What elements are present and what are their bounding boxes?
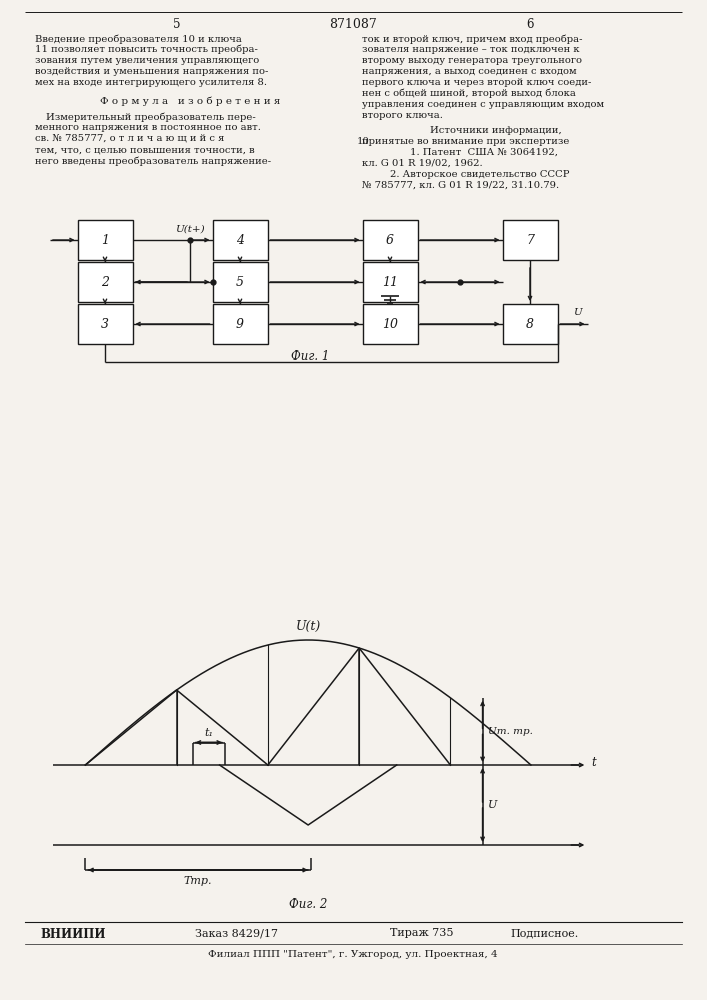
Text: зователя напряжение – ток подключен к: зователя напряжение – ток подключен к xyxy=(362,45,580,54)
Text: него введены преобразователь напряжение-: него введены преобразователь напряжение- xyxy=(35,156,271,165)
Text: U(t): U(t) xyxy=(296,619,321,633)
Bar xyxy=(78,220,132,260)
Text: зования путем увеличения управляющего: зования путем увеличения управляющего xyxy=(35,56,259,65)
Text: 10: 10 xyxy=(382,318,398,330)
Text: второго ключа.: второго ключа. xyxy=(362,111,443,120)
Text: U: U xyxy=(573,308,582,317)
Text: 1: 1 xyxy=(101,233,109,246)
Text: 3: 3 xyxy=(101,318,109,330)
Text: U: U xyxy=(488,800,497,810)
Text: принятые во внимание при экспертизе: принятые во внимание при экспертизе xyxy=(362,137,569,146)
Text: 5: 5 xyxy=(236,275,244,288)
Text: управления соединен с управляющим входом: управления соединен с управляющим входом xyxy=(362,100,604,109)
Text: t: t xyxy=(591,756,596,769)
Bar xyxy=(213,262,267,302)
Bar xyxy=(503,304,558,344)
Text: тем, что, с целью повышения точности, в: тем, что, с целью повышения точности, в xyxy=(35,145,255,154)
Text: 8: 8 xyxy=(526,318,534,330)
Text: первого ключа и через второй ключ соеди-: первого ключа и через второй ключ соеди- xyxy=(362,78,591,87)
Text: t₁: t₁ xyxy=(204,728,214,738)
Bar xyxy=(363,220,418,260)
Text: U(t+): U(t+) xyxy=(175,225,205,234)
Text: 9: 9 xyxy=(236,318,244,330)
Text: 11 позволяет повысить точность преобра-: 11 позволяет повысить точность преобра- xyxy=(35,45,258,54)
Text: Введение преобразователя 10 и ключа: Введение преобразователя 10 и ключа xyxy=(35,34,242,43)
Text: № 785777, кл. G 01 R 19/22, 31.10.79.: № 785777, кл. G 01 R 19/22, 31.10.79. xyxy=(362,181,559,190)
Bar xyxy=(363,304,418,344)
Text: Фиг. 2: Фиг. 2 xyxy=(289,898,327,911)
Text: 5: 5 xyxy=(173,18,181,31)
Text: 871087: 871087 xyxy=(329,18,377,31)
Text: 6: 6 xyxy=(386,233,394,246)
Text: 7: 7 xyxy=(526,233,534,246)
Text: Ф о р м у л а   и з о б р е т е н и я: Ф о р м у л а и з о б р е т е н и я xyxy=(100,96,281,105)
Text: Филиал ППП "Патент", г. Ужгород, ул. Проектная, 4: Филиал ППП "Патент", г. Ужгород, ул. Про… xyxy=(208,950,498,959)
Text: Фиг. 1: Фиг. 1 xyxy=(291,350,329,363)
Text: воздействия и уменьшения напряжения по-: воздействия и уменьшения напряжения по- xyxy=(35,67,269,76)
Text: 10: 10 xyxy=(357,137,370,146)
Text: 6: 6 xyxy=(526,18,534,31)
Text: св. № 785777, о т л и ч а ю щ и й с я: св. № 785777, о т л и ч а ю щ и й с я xyxy=(35,134,224,143)
Text: нен с общей шиной, второй выход блока: нен с общей шиной, второй выход блока xyxy=(362,89,576,99)
Text: ток и второй ключ, причем вход преобра-: ток и второй ключ, причем вход преобра- xyxy=(362,34,583,43)
Text: 2. Авторское свидетельство СССР: 2. Авторское свидетельство СССР xyxy=(390,170,570,179)
Bar xyxy=(213,220,267,260)
Text: менного напряжения в постоянное по авт.: менного напряжения в постоянное по авт. xyxy=(35,123,261,132)
Text: 11: 11 xyxy=(382,275,398,288)
Bar xyxy=(503,220,558,260)
Text: Заказ 8429/17: Заказ 8429/17 xyxy=(195,928,278,938)
Text: Подписное.: Подписное. xyxy=(510,928,578,938)
Text: 2: 2 xyxy=(101,275,109,288)
Text: Tтр.: Tтр. xyxy=(184,876,212,886)
Bar xyxy=(363,262,418,302)
Bar xyxy=(78,304,132,344)
Text: Тираж 735: Тираж 735 xyxy=(390,928,453,938)
Bar xyxy=(78,262,132,302)
Bar xyxy=(213,304,267,344)
Text: ВНИИПИ: ВНИИПИ xyxy=(40,928,105,941)
Text: Источники информации,: Источники информации, xyxy=(430,126,562,135)
Text: 1. Патент  США № 3064192,: 1. Патент США № 3064192, xyxy=(410,148,558,157)
Text: мех на входе интегрирующего усилителя 8.: мех на входе интегрирующего усилителя 8. xyxy=(35,78,267,87)
Text: кл. G 01 R 19/02, 1962.: кл. G 01 R 19/02, 1962. xyxy=(362,159,483,168)
Text: второму выходу генератора треугольного: второму выходу генератора треугольного xyxy=(362,56,582,65)
Text: Uт. тр.: Uт. тр. xyxy=(488,727,533,736)
Text: Измерительный преобразователь пере-: Измерительный преобразователь пере- xyxy=(46,112,256,121)
Text: 4: 4 xyxy=(236,233,244,246)
Text: напряжения, а выход соединен с входом: напряжения, а выход соединен с входом xyxy=(362,67,577,76)
